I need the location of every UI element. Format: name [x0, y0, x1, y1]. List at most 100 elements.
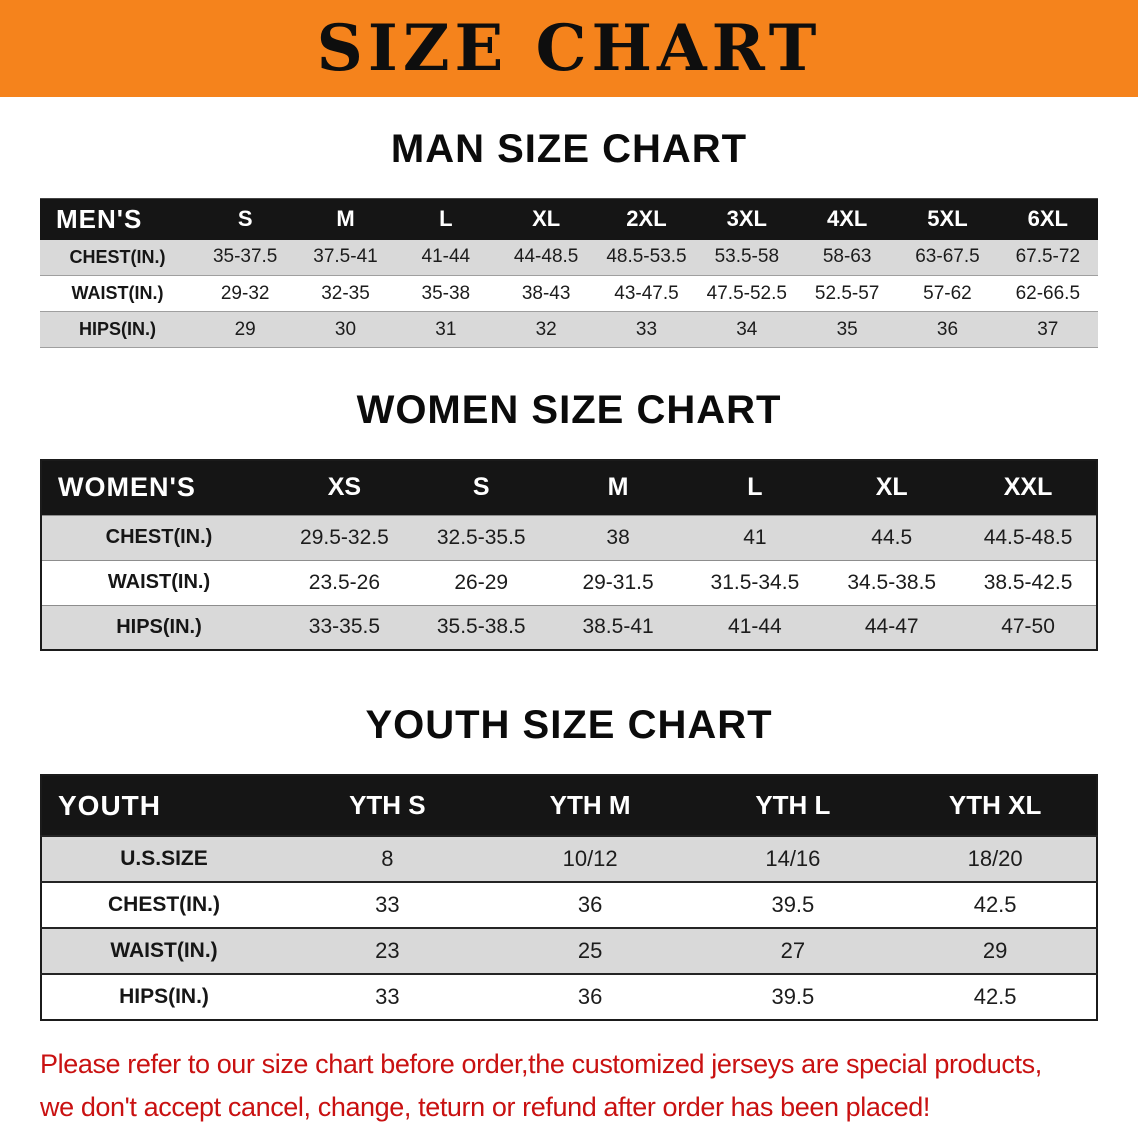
table-row: CHEST(IN.) 29.5-32.5 32.5-35.5 38 41 44.5 44.5… [41, 515, 1097, 560]
row-label: WAIST(IN.) [71, 283, 164, 303]
size-value: 32.5-35.5 [436, 525, 526, 549]
size-value: 35-37.5 [212, 246, 278, 268]
size-column-header: XS [276, 460, 413, 515]
size-value: 62-66.5 [1015, 282, 1081, 304]
women-size-chart-section: WOMEN SIZE CHART WOMEN'S XS S M L XL XXL CHEST(… [0, 388, 1138, 651]
size-value: 25 [577, 938, 603, 963]
table-header-row: WOMEN'S XS S M L XL XXL [41, 460, 1097, 515]
banner-title: SIZE CHART [316, 10, 822, 86]
size-value: 35 [836, 318, 858, 340]
women-size-chart-heading: WOMEN SIZE CHART [356, 388, 782, 432]
table-row: HIPS(IN.) 33 36 39.5 42.5 [41, 974, 1097, 1020]
size-value: 44.5-48.5 [983, 525, 1073, 549]
size-value: 29-32 [220, 282, 270, 304]
size-value: 42.5 [973, 892, 1017, 917]
size-value: 29 [234, 318, 256, 340]
row-label: HIPS(IN.) [119, 985, 209, 1008]
size-value: 36 [577, 892, 603, 917]
size-column-header: YTH M [488, 775, 692, 836]
size-column-header: 2XL [596, 198, 697, 240]
size-column-header: 6XL [997, 198, 1098, 240]
note-line-1: Please refer to our size chart before or… [40, 1049, 1042, 1079]
table-label-header: WOMEN'S [41, 460, 276, 515]
size-value: 26-29 [454, 570, 509, 594]
row-label: WAIST(IN.) [107, 571, 211, 593]
size-value: 34 [736, 318, 758, 340]
size-column-header: XL [823, 460, 961, 515]
disclaimer-note: Please refer to our size chart before or… [40, 1049, 1098, 1123]
size-value: 27 [780, 938, 806, 963]
size-value: 41 [743, 525, 767, 549]
size-value: 38 [606, 525, 630, 549]
size-value: 31 [435, 318, 457, 340]
table-label-header: MEN'S [40, 198, 195, 240]
row-label: CHEST(IN.) [69, 246, 166, 267]
size-column-header: XXL [960, 460, 1097, 515]
table-row: WAIST(IN.) 23 25 27 29 [41, 928, 1097, 974]
size-column-header: 3XL [696, 198, 797, 240]
size-column-header: YTH S [286, 775, 489, 836]
size-value: 33 [375, 892, 400, 917]
size-value: 52.5-57 [814, 282, 880, 304]
size-value: 33 [375, 984, 400, 1009]
size-value: 48.5-53.5 [606, 246, 687, 268]
size-value: 44-47 [864, 615, 919, 639]
size-column-header: M [549, 460, 687, 515]
youth-size-chart-heading: YOUTH SIZE CHART [365, 703, 773, 747]
size-value: 31.5-34.5 [710, 570, 800, 594]
size-value: 35-38 [421, 282, 471, 304]
table-label-header: YOUTH [41, 775, 286, 836]
table-row: WAIST(IN.) 29-32 32-35 35-38 38-43 43-47.5 47.… [40, 275, 1098, 312]
size-column-header: YTH L [691, 775, 895, 836]
size-value: 41-44 [421, 246, 471, 268]
size-value: 44.5 [871, 525, 913, 549]
size-value: 23.5-26 [308, 570, 381, 594]
size-value: 10/12 [562, 846, 618, 871]
size-value: 38-43 [521, 282, 571, 304]
men-size-table: MEN'S S M L XL 2XL 3XL 4XL 5XL 6XL CHEST(IN.) 35-37… [40, 198, 1098, 348]
size-column-header: L [686, 460, 824, 515]
table-row: U.S.SIZE 8 10/12 14/16 18/20 [41, 836, 1097, 882]
size-value: 47.5-52.5 [706, 282, 787, 304]
size-value: 33-35.5 [308, 615, 381, 639]
size-value: 32-35 [321, 282, 370, 304]
man-size-chart-section: MAN SIZE CHART MEN'S S M L XL 2XL 3XL 4XL 5XL 6XL… [0, 127, 1138, 348]
row-label: CHEST(IN.) [108, 893, 220, 916]
table-header-row: MEN'S S M L XL 2XL 3XL 4XL 5XL 6XL [40, 198, 1098, 240]
size-column-header: S [195, 198, 296, 240]
size-value: 67.5-72 [1015, 246, 1081, 268]
row-label: HIPS(IN.) [78, 319, 156, 339]
size-value: 29.5-32.5 [300, 525, 389, 549]
table-row: WAIST(IN.) 23.5-26 26-29 29-31.5 31.5-34.5 34… [41, 560, 1097, 605]
size-value: 30 [334, 318, 357, 340]
size-value: 41-44 [728, 615, 782, 639]
size-value: 42.5 [973, 984, 1017, 1009]
size-column-header: YTH XL [894, 775, 1097, 836]
size-value: 43-47.5 [614, 282, 679, 304]
table-row: CHEST(IN.) 33 36 39.5 42.5 [41, 882, 1097, 928]
size-column-header: S [412, 460, 550, 515]
size-column-header: 5XL [897, 198, 998, 240]
size-chart-banner: SIZE CHART [0, 0, 1138, 97]
size-value: 58-63 [822, 246, 872, 268]
row-label: CHEST(IN.) [105, 526, 213, 548]
size-value: 37.5-41 [313, 246, 378, 268]
size-value: 47-50 [1001, 615, 1055, 639]
man-size-chart-heading: MAN SIZE CHART [390, 127, 748, 171]
size-value: 39.5 [771, 892, 815, 917]
youth-size-chart-section: YOUTH SIZE CHART YOUTH YTH S YTH M YTH L YTH… [0, 703, 1138, 1021]
size-column-header: M [295, 198, 396, 240]
table-row: HIPS(IN.) 33-35.5 35.5-38.5 38.5-41 41-44 44-… [41, 605, 1097, 650]
size-value: 29-31.5 [582, 570, 654, 594]
size-value: 14/16 [765, 846, 821, 871]
youth-size-table: YOUTH YTH S YTH M YTH L YTH XL U.S.SIZE 8 10/12… [40, 774, 1098, 1021]
size-column-header: XL [495, 198, 597, 240]
row-label: HIPS(IN.) [116, 615, 202, 638]
table-header-row: YOUTH YTH S YTH M YTH L YTH XL [41, 775, 1097, 836]
size-value: 29 [982, 938, 1008, 963]
size-value: 57-62 [923, 282, 972, 304]
size-value: 8 [381, 846, 394, 871]
size-column-header: 4XL [796, 198, 898, 240]
size-value: 37 [1037, 318, 1059, 340]
